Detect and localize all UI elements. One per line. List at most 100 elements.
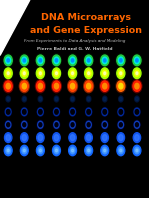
Circle shape bbox=[54, 57, 59, 64]
Circle shape bbox=[86, 121, 91, 128]
Circle shape bbox=[70, 70, 75, 76]
Circle shape bbox=[103, 83, 107, 89]
Circle shape bbox=[135, 109, 139, 114]
Circle shape bbox=[135, 83, 139, 89]
Circle shape bbox=[6, 83, 10, 89]
Circle shape bbox=[35, 54, 45, 67]
Text: DNA Microarrays: DNA Microarrays bbox=[41, 13, 131, 22]
Circle shape bbox=[136, 72, 138, 75]
Circle shape bbox=[6, 96, 10, 102]
Circle shape bbox=[36, 55, 44, 66]
Circle shape bbox=[117, 107, 124, 116]
Circle shape bbox=[68, 80, 77, 93]
Circle shape bbox=[6, 57, 11, 64]
Circle shape bbox=[87, 83, 91, 89]
Circle shape bbox=[136, 97, 138, 101]
Circle shape bbox=[70, 121, 75, 128]
Circle shape bbox=[35, 67, 45, 80]
Circle shape bbox=[85, 120, 92, 129]
Circle shape bbox=[35, 80, 45, 93]
Circle shape bbox=[70, 135, 75, 141]
Circle shape bbox=[119, 135, 123, 141]
Circle shape bbox=[71, 97, 74, 101]
Circle shape bbox=[4, 145, 12, 156]
Circle shape bbox=[132, 54, 142, 67]
Circle shape bbox=[39, 59, 42, 62]
Circle shape bbox=[23, 123, 26, 127]
Circle shape bbox=[102, 121, 107, 128]
Circle shape bbox=[20, 145, 28, 156]
Circle shape bbox=[20, 81, 28, 91]
Circle shape bbox=[85, 81, 93, 91]
Circle shape bbox=[6, 135, 10, 141]
Circle shape bbox=[52, 68, 60, 79]
Circle shape bbox=[20, 68, 28, 79]
Circle shape bbox=[4, 55, 12, 66]
Circle shape bbox=[71, 123, 74, 127]
Circle shape bbox=[38, 57, 43, 64]
Circle shape bbox=[120, 72, 122, 75]
Circle shape bbox=[85, 145, 93, 156]
Circle shape bbox=[101, 68, 109, 79]
Circle shape bbox=[120, 59, 122, 62]
Circle shape bbox=[38, 121, 43, 128]
Circle shape bbox=[135, 57, 139, 64]
Circle shape bbox=[118, 57, 123, 64]
Circle shape bbox=[53, 107, 60, 116]
Circle shape bbox=[54, 70, 59, 76]
Circle shape bbox=[39, 149, 41, 152]
Circle shape bbox=[23, 59, 25, 62]
Circle shape bbox=[117, 55, 125, 66]
Circle shape bbox=[54, 121, 59, 128]
Circle shape bbox=[136, 149, 138, 152]
Text: Pierre Baldi and G. W. Hatfield: Pierre Baldi and G. W. Hatfield bbox=[37, 47, 112, 50]
Polygon shape bbox=[0, 0, 30, 55]
Circle shape bbox=[19, 54, 29, 67]
Circle shape bbox=[84, 80, 94, 93]
Circle shape bbox=[23, 149, 25, 152]
Circle shape bbox=[69, 55, 77, 66]
Circle shape bbox=[6, 70, 11, 76]
Circle shape bbox=[6, 109, 10, 114]
Circle shape bbox=[135, 123, 138, 127]
Circle shape bbox=[55, 123, 58, 127]
Circle shape bbox=[103, 135, 107, 141]
Circle shape bbox=[37, 108, 43, 116]
Circle shape bbox=[119, 97, 122, 101]
Circle shape bbox=[4, 133, 12, 143]
Circle shape bbox=[22, 109, 26, 114]
Circle shape bbox=[134, 107, 140, 116]
Circle shape bbox=[133, 55, 141, 66]
Circle shape bbox=[5, 107, 12, 116]
Circle shape bbox=[70, 57, 75, 64]
Circle shape bbox=[22, 57, 27, 64]
Circle shape bbox=[103, 96, 107, 102]
Circle shape bbox=[39, 97, 42, 101]
Circle shape bbox=[7, 149, 9, 152]
Text: and Gene Expression: and Gene Expression bbox=[30, 26, 142, 35]
Circle shape bbox=[37, 107, 44, 116]
Circle shape bbox=[116, 80, 126, 93]
Circle shape bbox=[53, 133, 60, 143]
Circle shape bbox=[55, 72, 58, 75]
Circle shape bbox=[117, 68, 125, 79]
Circle shape bbox=[52, 55, 60, 66]
Circle shape bbox=[118, 147, 123, 154]
Circle shape bbox=[3, 67, 13, 80]
Circle shape bbox=[55, 109, 58, 114]
Circle shape bbox=[117, 145, 125, 156]
Circle shape bbox=[7, 72, 9, 75]
Circle shape bbox=[87, 109, 90, 114]
Circle shape bbox=[85, 68, 93, 79]
Circle shape bbox=[133, 145, 141, 156]
Circle shape bbox=[5, 120, 11, 129]
Circle shape bbox=[135, 96, 139, 102]
Circle shape bbox=[7, 97, 10, 101]
Circle shape bbox=[120, 149, 122, 152]
Circle shape bbox=[21, 120, 28, 129]
Circle shape bbox=[101, 55, 109, 66]
Circle shape bbox=[19, 67, 29, 80]
Circle shape bbox=[22, 135, 27, 141]
Circle shape bbox=[22, 96, 27, 102]
Circle shape bbox=[133, 68, 141, 79]
